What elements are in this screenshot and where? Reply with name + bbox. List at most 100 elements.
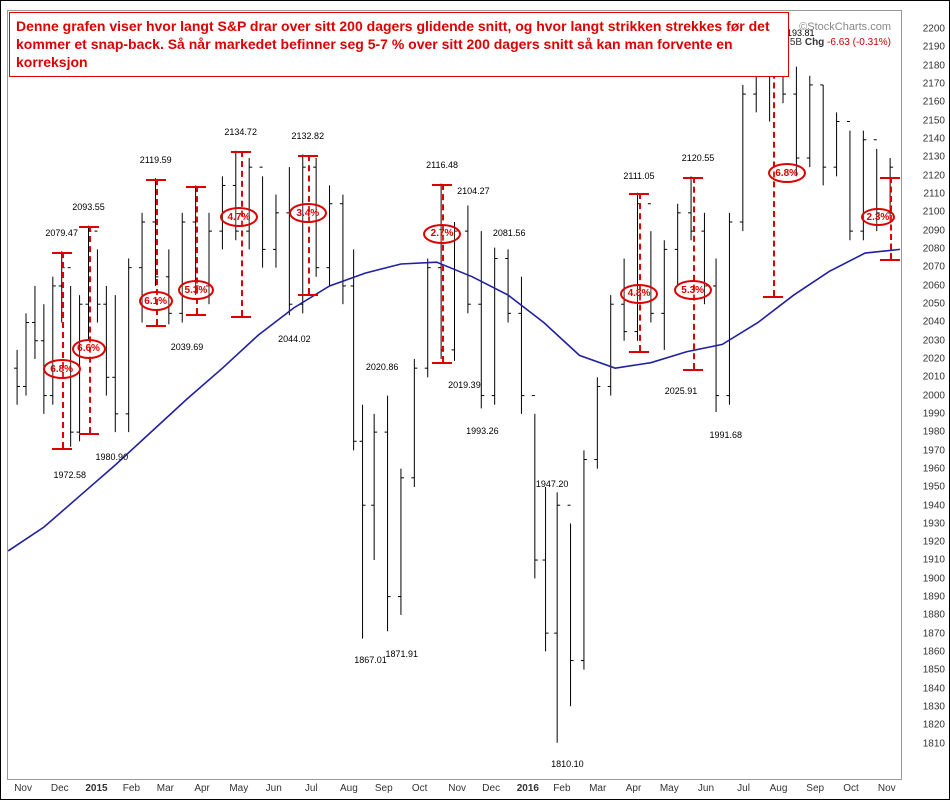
dash-cap <box>79 433 99 435</box>
x-tick: Apr <box>626 783 642 794</box>
y-tick: 2080 <box>923 244 945 255</box>
y-tick: 2150 <box>923 115 945 126</box>
watermark: ©StockCharts.com <box>799 21 891 33</box>
pct-ellipse: 2.7% <box>423 224 461 244</box>
dash-line <box>241 151 243 316</box>
y-tick: 1850 <box>923 665 945 676</box>
dash-line <box>308 155 310 294</box>
x-tick: Dec <box>51 783 69 794</box>
y-tick: 2020 <box>923 353 945 364</box>
dash-line <box>62 252 64 448</box>
price-label: 1980.90 <box>96 452 129 462</box>
chg-value: -6.63 (-0.31%) <box>827 37 891 48</box>
y-tick: 1930 <box>923 518 945 529</box>
x-tick: Aug <box>770 783 788 794</box>
pct-ellipse: 4.8% <box>620 284 658 304</box>
y-tick: 2170 <box>923 79 945 90</box>
y-tick: 1960 <box>923 463 945 474</box>
x-tick: 2015 <box>85 783 107 794</box>
y-tick: 1980 <box>923 427 945 438</box>
y-tick: 1870 <box>923 628 945 639</box>
dash-cap <box>763 296 783 298</box>
dash-cap <box>683 177 703 179</box>
x-tick: Dec <box>482 783 500 794</box>
price-label: 2025.91 <box>665 386 698 396</box>
x-tick: Jul <box>737 783 750 794</box>
y-axis: 1810182018301840185018601870188018901900… <box>907 10 949 780</box>
y-tick: 1840 <box>923 683 945 694</box>
price-label: 1993.26 <box>466 426 499 436</box>
dash-cap <box>629 351 649 353</box>
price-label: 2119.59 <box>140 155 172 165</box>
pct-ellipse: 4.7% <box>220 207 258 227</box>
price-label: 2104.27 <box>457 186 490 196</box>
y-tick: 1830 <box>923 702 945 713</box>
x-tick: Jun <box>266 783 282 794</box>
header-info: 2.5B Chg -6.63 (-0.31%) <box>781 37 891 48</box>
annotation-box: Denne grafen viser hvor langt S&P drar o… <box>9 12 789 77</box>
dash-cap <box>298 294 318 296</box>
y-tick: 2110 <box>923 189 945 200</box>
y-tick: 1860 <box>923 647 945 658</box>
dash-line <box>89 226 91 433</box>
y-tick: 2070 <box>923 262 945 273</box>
price-label: 2019.39 <box>448 380 481 390</box>
x-tick: Nov <box>878 783 896 794</box>
dash-cap <box>298 155 318 157</box>
y-tick: 1910 <box>923 555 945 566</box>
dash-cap <box>79 226 99 228</box>
pct-ellipse: 5.3% <box>178 280 214 300</box>
pct-ellipse: 2.3% <box>861 208 895 226</box>
y-tick: 2100 <box>923 207 945 218</box>
y-tick: 2160 <box>923 97 945 108</box>
x-tick: Feb <box>553 783 570 794</box>
x-tick: May <box>660 783 679 794</box>
price-label: 1991.68 <box>710 430 743 440</box>
dash-cap <box>146 179 166 181</box>
pct-ellipse: 6.6% <box>72 339 106 359</box>
y-tick: 1940 <box>923 500 945 511</box>
x-tick: Sep <box>806 783 824 794</box>
dash-cap <box>231 151 251 153</box>
dash-line <box>693 177 695 369</box>
dash-cap <box>432 362 452 364</box>
price-label: 1867.01 <box>354 655 387 665</box>
y-tick: 1810 <box>923 738 945 749</box>
price-label: 2020.86 <box>366 362 399 372</box>
y-tick: 1920 <box>923 537 945 548</box>
y-tick: 1890 <box>923 592 945 603</box>
y-tick: 2140 <box>923 134 945 145</box>
pct-ellipse: 3.4% <box>289 203 327 223</box>
price-label: 2039.69 <box>171 342 204 352</box>
x-tick: Jul <box>305 783 318 794</box>
price-label: 2120.55 <box>682 153 715 163</box>
annotation-text: Denne grafen viser hvor langt S&P drar o… <box>16 18 770 70</box>
pct-ellipse: 6.8% <box>43 359 81 379</box>
y-tick: 2090 <box>923 225 945 236</box>
y-tick: 2130 <box>923 152 945 163</box>
y-tick: 2050 <box>923 298 945 309</box>
y-tick: 2040 <box>923 317 945 328</box>
x-tick: Mar <box>589 783 606 794</box>
x-tick: Nov <box>14 783 32 794</box>
y-tick: 2180 <box>923 60 945 71</box>
chg-label: Chg <box>805 37 824 48</box>
price-label: 2134.72 <box>224 127 257 137</box>
y-tick: 2030 <box>923 335 945 346</box>
dash-cap <box>146 325 166 327</box>
y-tick: 1820 <box>923 720 945 731</box>
dash-cap <box>880 177 900 179</box>
dash-line <box>442 184 444 362</box>
dash-cap <box>52 448 72 450</box>
plot-svg <box>8 11 901 779</box>
y-tick: 1950 <box>923 482 945 493</box>
x-tick: Feb <box>123 783 140 794</box>
x-tick: Mar <box>157 783 174 794</box>
y-tick: 2060 <box>923 280 945 291</box>
y-tick: 1970 <box>923 445 945 456</box>
pct-ellipse: 6.1% <box>139 291 173 311</box>
dash-line <box>639 193 641 351</box>
x-tick: Aug <box>340 783 358 794</box>
y-tick: 2190 <box>923 42 945 53</box>
y-tick: 2200 <box>923 24 945 35</box>
